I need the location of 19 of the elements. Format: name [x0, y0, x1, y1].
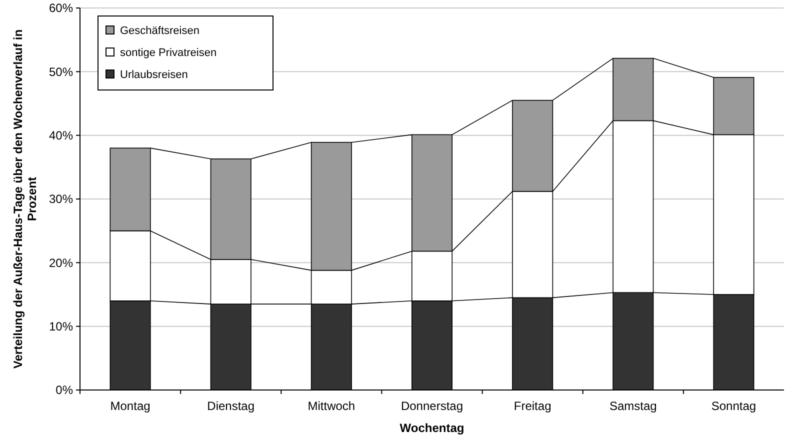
y-axis-title: Verteilung der Außer-Haus-Tage über den Wochenverlauf in Prozent [11, 29, 39, 369]
y-tick-label: 0% [56, 383, 74, 398]
y-tick-label: 30% [48, 192, 74, 206]
x-tick-label: Mittwoch [308, 399, 356, 413]
x-tick-label: Dienstag [207, 399, 255, 413]
x-axis-title: Wochentag [400, 421, 464, 435]
x-tick-label: Sonntag [711, 399, 756, 413]
x-tick-label: Freitag [514, 399, 552, 413]
x-tick-label: Donnerstag [400, 399, 464, 413]
y-tick-label: 50% [48, 64, 74, 79]
y-tick-label: 10% [48, 320, 74, 334]
y-tick-label: 20% [48, 256, 74, 270]
x-tick-label: Samstag [609, 399, 657, 413]
legend-label: Urlaubsreisen [120, 68, 188, 81]
y-tick-label: 60% [48, 1, 74, 16]
legend-label: sontige Privatreisen [120, 46, 217, 59]
y-tick-label: 40% [48, 128, 74, 143]
x-tick-label: Montag [110, 399, 150, 413]
legend-label: Geschäftsreisen [120, 24, 200, 37]
